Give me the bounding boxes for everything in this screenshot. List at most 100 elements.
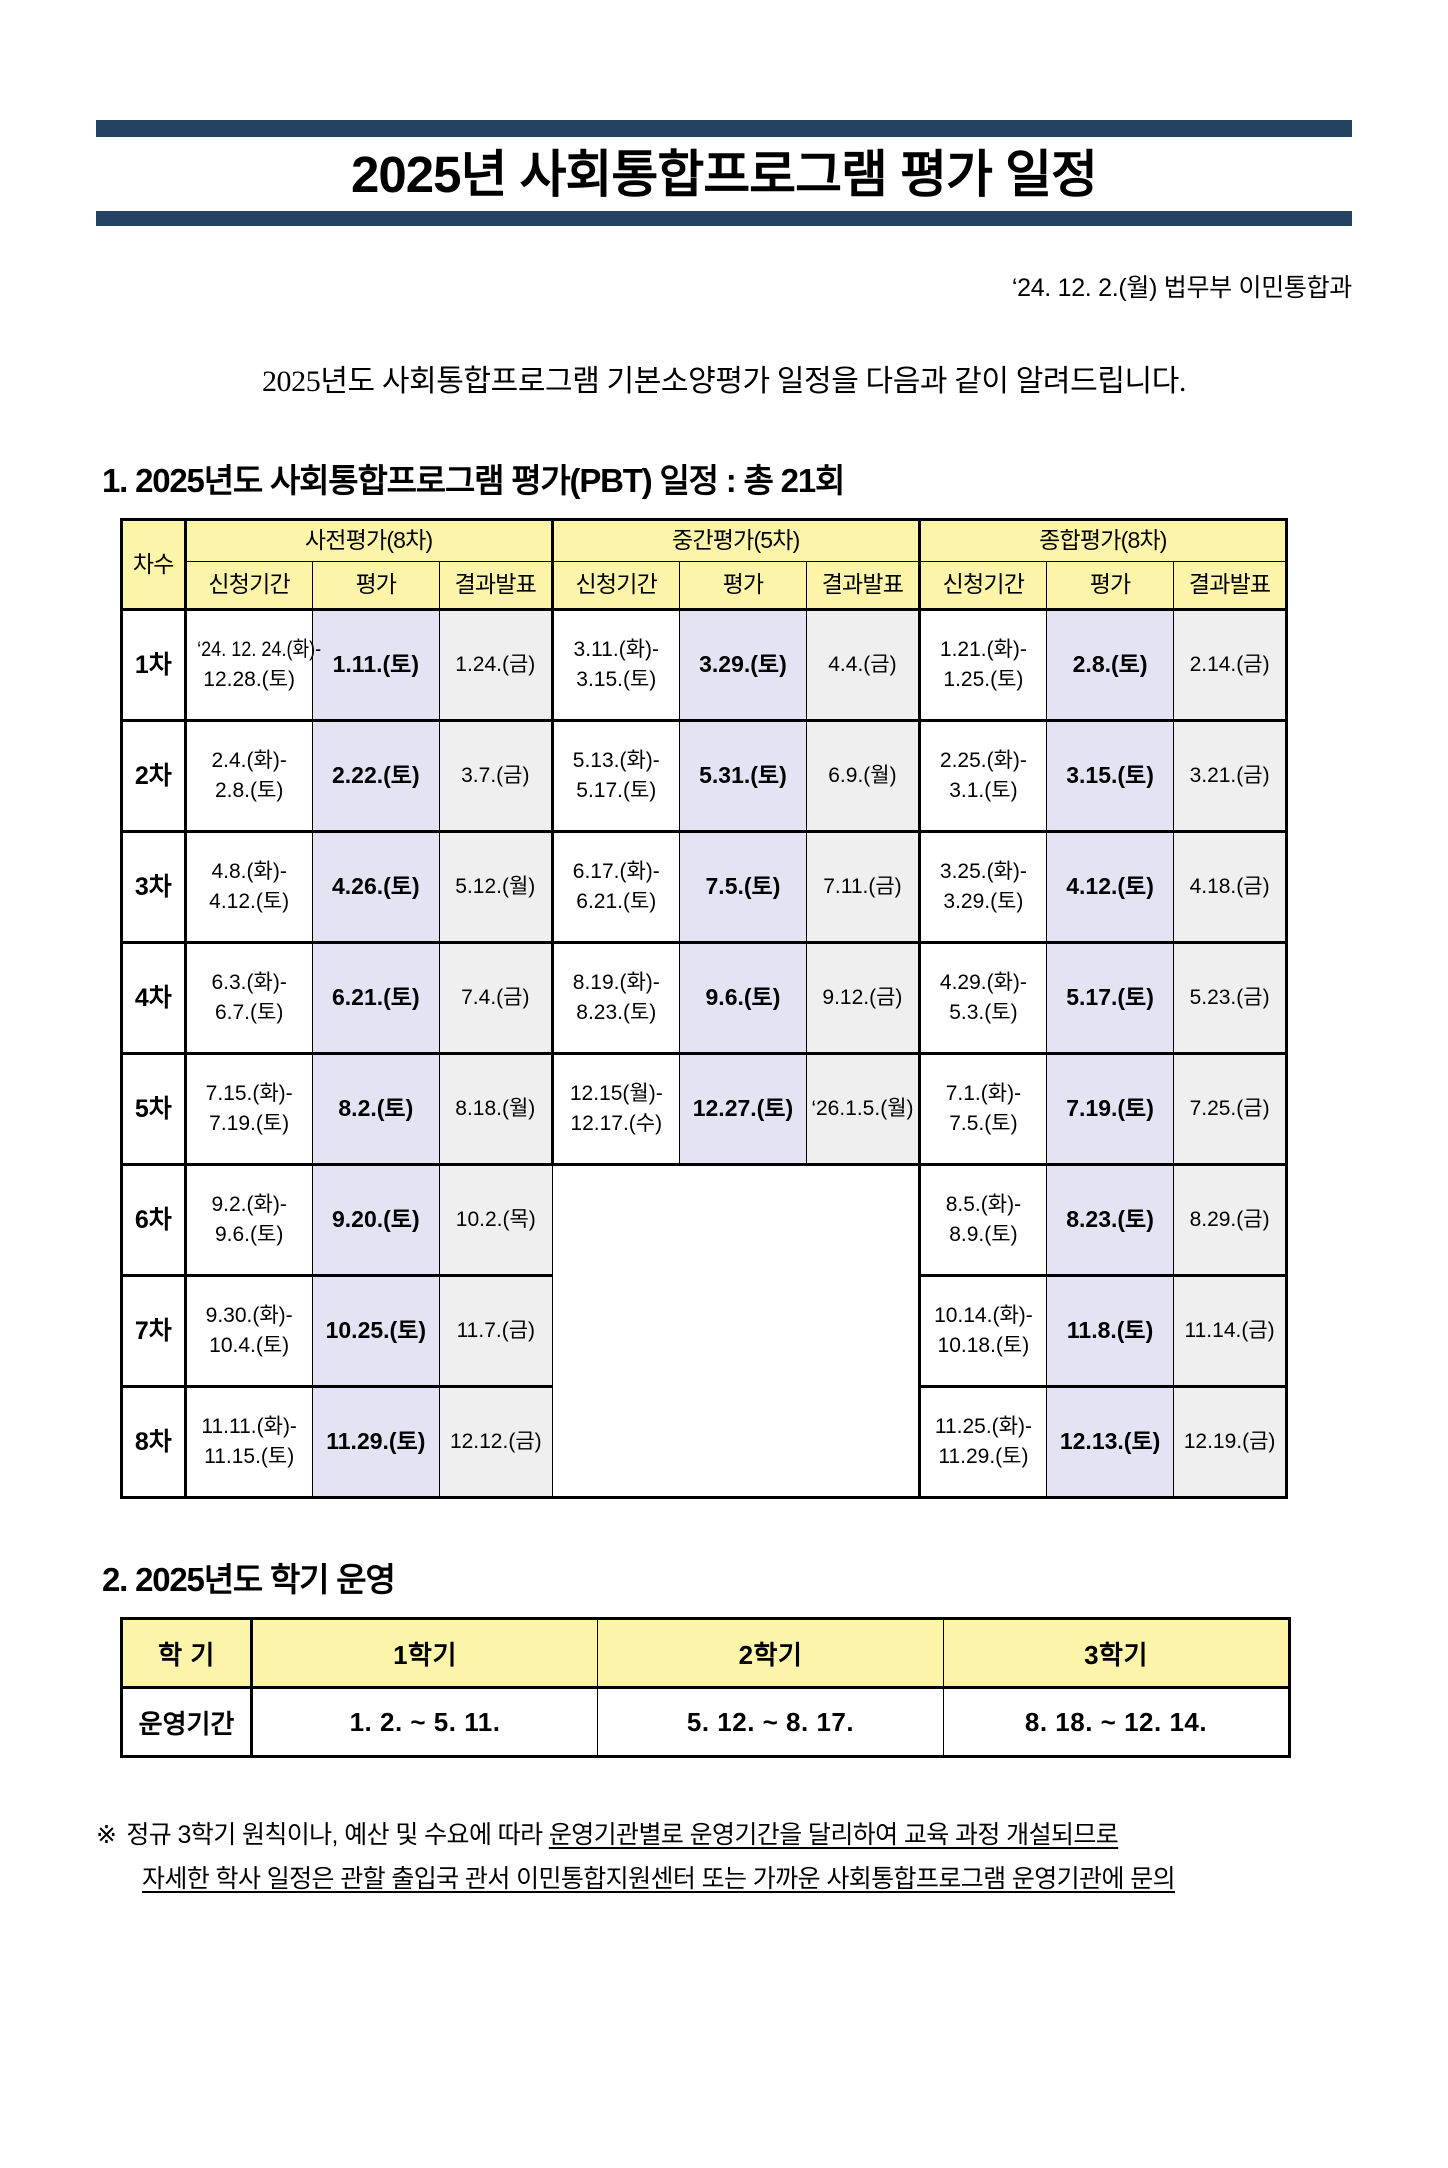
cell-final-exam: 3.15.(토) — [1045, 719, 1175, 833]
period-line-1: 2.25.(화)- — [939, 748, 1027, 772]
period-line-2: 6.21.(토) — [576, 890, 657, 914]
cell-mid-exam: 12.27.(토) — [678, 1052, 808, 1166]
header-group-pre: 사전평가(8차) — [183, 519, 553, 563]
period-line-2: 5.17.(토) — [576, 779, 657, 803]
cell-final-period: 10.14.(화)- 10.18.(토) — [917, 1274, 1047, 1388]
cell-final-result: 3.21.(금) — [1173, 719, 1287, 833]
cell-final-exam: 7.19.(토) — [1045, 1052, 1175, 1166]
footnote-plain-text: 정규 3학기 원칙이나, 예산 및 수요에 따라 — [126, 1821, 549, 1850]
period-line-1: 4.8.(화)- — [211, 859, 287, 883]
cell-pre-exam: 6.21.(토) — [311, 941, 440, 1055]
cell-mid-exam: 7.5.(토) — [678, 830, 808, 944]
header-group-mid: 중간평가(5차) — [550, 519, 920, 563]
period-line-2: 8.23.(토) — [576, 1001, 657, 1025]
period-line-2: 3.15.(토) — [576, 668, 657, 692]
cell-final-period: 8.5.(화)- 8.9.(토) — [917, 1163, 1047, 1277]
period-line-1: 9.30.(화)- — [205, 1303, 293, 1327]
cell-final-result: 4.18.(금) — [1173, 830, 1287, 944]
period-line-2: 5.3.(토) — [949, 1001, 1018, 1025]
table-row: 4차 6.3.(화)- 6.7.(토) 6.21.(토) 7.4.(금) 8.1… — [121, 941, 1287, 1055]
header-pre-exam: 평가 — [311, 561, 440, 611]
row-label-period: 운영기간 — [121, 1686, 252, 1758]
table-row: 운영기간 1. 2. ~ 5. 11. 5. 12. ~ 8. 17. 8. 1… — [121, 1686, 1290, 1758]
cell-final-period: 2.25.(화)- 3.1.(토) — [917, 719, 1047, 833]
period-line-1: 3.11.(화)- — [573, 637, 659, 661]
cell-final-result: 7.25.(금) — [1173, 1052, 1287, 1166]
pbt-schedule-table: 차수 사전평가(8차) 중간평가(5차) 종합평가(8차) 신청기간 평가 결과… — [120, 518, 1288, 1500]
row-chasu: 4차 — [121, 941, 186, 1055]
period-line-2: 11.15.(토) — [204, 1445, 295, 1469]
pbt-table-body: 1차 ‘24. 12. 24.(화)- 12.28.(토) 1.11.(토) 1… — [121, 608, 1287, 1499]
section-2-heading: 2. 2025년도 학기 운영 — [102, 1561, 396, 1599]
period-line-1: 2.4.(화)- — [211, 748, 287, 772]
table-header-groups: 차수 사전평가(8차) 중간평가(5차) 종합평가(8차) — [121, 519, 1288, 611]
cell-mid-result: 4.4.(금) — [806, 608, 920, 722]
cell-pre-exam: 2.22.(토) — [311, 719, 440, 833]
cell-final-result: 11.14.(금) — [1173, 1274, 1287, 1388]
header-pre-period: 신청기간 — [183, 561, 313, 611]
cell-final-exam: 5.17.(토) — [1045, 941, 1175, 1055]
document-page: 2025년 사회통합프로그램 평가 일정 ‘24. 12. 2.(월) 법무부 … — [0, 120, 1448, 2168]
period-line-1: 7.15.(화)- — [205, 1081, 293, 1105]
period-line-1: 10.14.(화)- — [934, 1303, 1033, 1327]
table-row: 2차 2.4.(화)- 2.8.(토) 2.22.(토) 3.7.(금) 5.1… — [121, 719, 1287, 833]
cell-mid-period: 8.19.(화)- 8.23.(토) — [550, 941, 680, 1055]
cell-pre-result: 10.2.(목) — [438, 1163, 553, 1277]
cell-mid-period: 12.15(월)- 12.17.(수) — [550, 1052, 680, 1166]
period-line-1: 11.25.(화)- — [934, 1414, 1032, 1438]
row-chasu: 2차 — [121, 719, 186, 833]
cell-pre-exam: 1.11.(토) — [311, 608, 440, 722]
period-line-2: 1.25.(토) — [943, 668, 1024, 692]
cell-final-exam: 11.8.(토) — [1045, 1274, 1175, 1388]
cell-semester-3-period: 8. 18. ~ 12. 14. — [943, 1686, 1290, 1758]
period-line-2: 11.29.(토) — [938, 1445, 1029, 1469]
period-line-1: 6.3.(화)- — [211, 970, 287, 994]
table-row: 5차 7.15.(화)- 7.19.(토) 8.2.(토) 8.18.(월) 1… — [121, 1052, 1287, 1166]
section-1-heading: 1. 2025년도 사회통합프로그램 평가(PBT) 일정 : 총 21회 — [102, 462, 845, 500]
footnote: ※ 정규 3학기 원칙이나, 예산 및 수요에 따라 운영기관별로 운영기간을 달… — [96, 1814, 1352, 1902]
period-line-1: 5.13.(화)- — [572, 748, 660, 772]
period-line-2: 3.1.(토) — [949, 779, 1018, 803]
cell-mid-period: 6.17.(화)- 6.21.(토) — [550, 830, 680, 944]
period-line-2: 12.17.(수) — [570, 1112, 663, 1136]
period-line-2: 10.4.(토) — [209, 1334, 290, 1358]
period-line-2: 3.29.(토) — [943, 890, 1024, 914]
cell-pre-result: 8.18.(월) — [438, 1052, 553, 1166]
period-line-1: 1.21.(화)- — [939, 637, 1027, 661]
header-pre-result: 결과발표 — [438, 561, 553, 611]
cell-mid-result: ‘26.1.5.(월) — [806, 1052, 920, 1166]
row-chasu: 8차 — [121, 1385, 186, 1499]
cell-final-result: 8.29.(금) — [1173, 1163, 1287, 1277]
byline: ‘24. 12. 2.(월) 법무부 이민통합과 — [1011, 274, 1352, 303]
cell-mid-period: 5.13.(화)- 5.17.(토) — [550, 719, 680, 833]
cell-final-result: 12.19.(금) — [1173, 1385, 1287, 1499]
table-row: 1차 ‘24. 12. 24.(화)- 12.28.(토) 1.11.(토) 1… — [121, 608, 1287, 722]
header-group-final: 종합평가(8차) — [917, 519, 1288, 563]
table-row: 3차 4.8.(화)- 4.12.(토) 4.26.(토) 5.12.(월) 6… — [121, 830, 1287, 944]
cell-mid-empty-merged — [551, 1163, 920, 1499]
cell-mid-result: 9.12.(금) — [806, 941, 920, 1055]
cell-pre-exam: 10.25.(토) — [311, 1274, 440, 1388]
period-line-2: 9.6.(토) — [214, 1223, 284, 1247]
cell-mid-result: 6.9.(월) — [806, 719, 920, 833]
semester-table-body: 운영기간 1. 2. ~ 5. 11. 5. 12. ~ 8. 17. 8. 1… — [121, 1686, 1290, 1758]
cell-mid-result: 7.11.(금) — [806, 830, 920, 944]
title-block: 2025년 사회통합프로그램 평가 일정 — [96, 120, 1352, 227]
period-line-2: 7.19.(토) — [209, 1112, 290, 1136]
period-line-1: 8.19.(화)- — [572, 970, 660, 994]
period-line-2: 4.12.(토) — [209, 890, 290, 914]
period-line-2: 6.7.(토) — [214, 1001, 284, 1025]
title-rule-bottom — [96, 211, 1352, 227]
cell-final-result: 5.23.(금) — [1173, 941, 1287, 1055]
cell-final-period: 4.29.(화)- 5.3.(토) — [917, 941, 1047, 1055]
cell-pre-period: 6.3.(화)- 6.7.(토) — [183, 941, 313, 1055]
cell-pre-period: 11.11.(화)- 11.15.(토) — [183, 1385, 313, 1499]
cell-semester-1-period: 1. 2. ~ 5. 11. — [250, 1686, 598, 1758]
cell-mid-exam: 3.29.(토) — [678, 608, 808, 722]
period-line-1: 11.11.(화)- — [201, 1414, 297, 1438]
footnote-underlined-text-2: 자세한 학사 일정은 관할 출입국 관서 이민통합지원센터 또는 가까운 사회통… — [142, 1864, 1176, 1893]
cell-pre-result: 7.4.(금) — [438, 941, 553, 1055]
period-line-2: 8.9.(토) — [949, 1223, 1018, 1247]
footnote-line-1: ※ 정규 3학기 원칙이나, 예산 및 수요에 따라 운영기관별로 운영기간을 달… — [96, 1814, 1352, 1858]
intro-paragraph: 2025년도 사회통합프로그램 기본소양평가 일정을 다음과 같이 알려드립니다… — [261, 365, 1187, 399]
